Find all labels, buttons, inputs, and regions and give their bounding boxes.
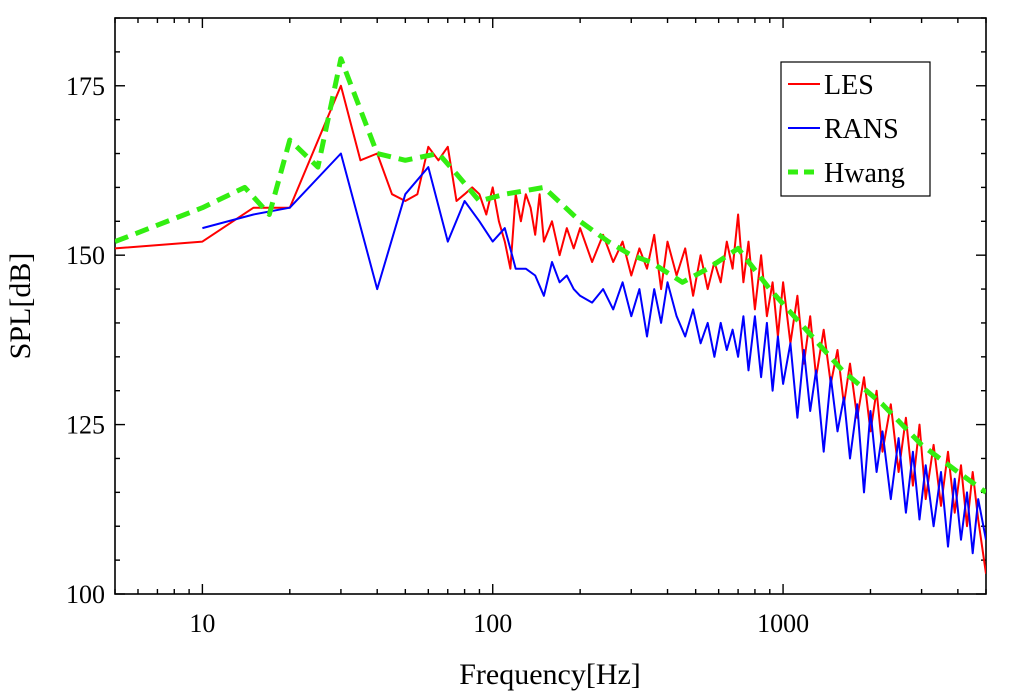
x-tick-label: 100 (473, 609, 512, 638)
series-line-hwang (115, 56, 986, 495)
legend-label-hwang: Hwang (824, 158, 905, 189)
x-tick-label: 1000 (757, 609, 809, 638)
series-line-rans (202, 152, 986, 555)
y-tick-label: 150 (66, 241, 105, 270)
plot-frame (114, 17, 987, 595)
legend: LES RANS Hwang (780, 61, 931, 197)
x-axis-ticks: 10 100 1000 (114, 18, 987, 638)
y-tick-label: 100 (66, 580, 105, 609)
legend-label-rans: RANS (824, 114, 899, 145)
y-tick-label: 125 (66, 411, 105, 440)
y-axis-ticks: 100 125 150 175 (66, 17, 986, 609)
x-tick-label: 10 (189, 609, 215, 638)
y-tick-label: 175 (66, 72, 105, 101)
x-axis-label: Frequency[Hz] (459, 658, 641, 691)
series-layer (115, 56, 986, 574)
legend-label-les: LES (824, 70, 874, 101)
y-axis-label: SPL[dB] (4, 253, 37, 360)
